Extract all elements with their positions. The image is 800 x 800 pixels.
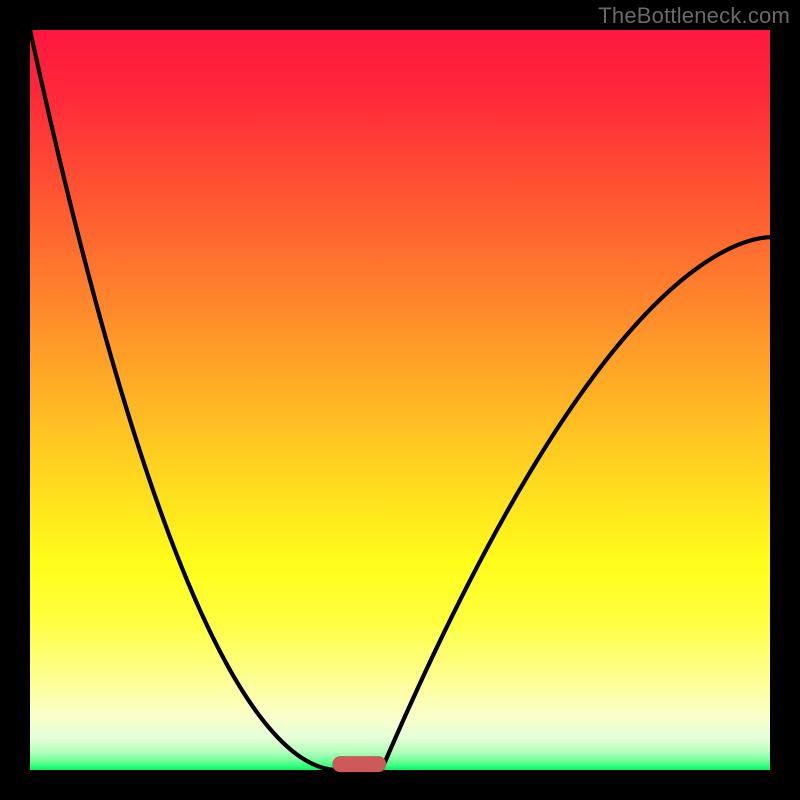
watermark-text: TheBottleneck.com (598, 3, 790, 29)
bottleneck-chart (0, 0, 800, 800)
chart-background (30, 30, 770, 770)
chart-container: { "watermark": { "text": "TheBottleneck.… (0, 0, 800, 800)
optimal-marker (332, 756, 386, 772)
